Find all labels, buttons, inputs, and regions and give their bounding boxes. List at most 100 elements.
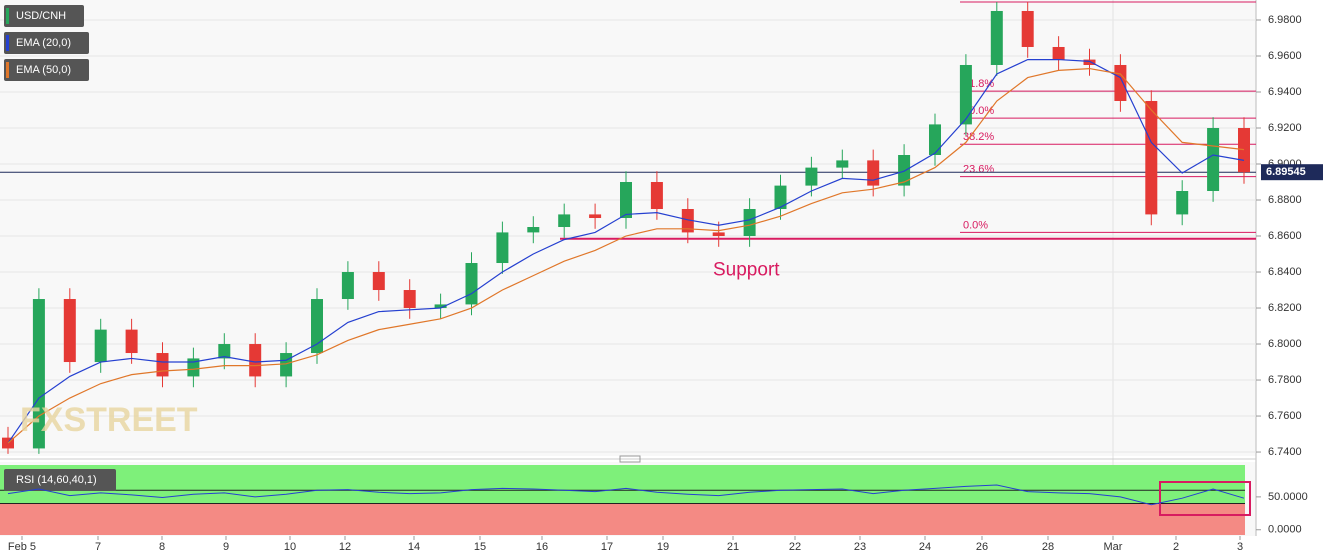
- candle-body: [1083, 59, 1096, 65]
- x-tick-label: 3: [1237, 541, 1243, 553]
- legend-box: [4, 32, 89, 54]
- x-tick-label: 26: [976, 541, 988, 553]
- y-tick-label: 6.8400: [1268, 266, 1302, 278]
- legend-box: [4, 59, 89, 81]
- support-label: Support: [713, 260, 780, 281]
- candle-body: [496, 232, 509, 264]
- candle-body: [280, 353, 293, 377]
- candle-body: [867, 160, 880, 186]
- legend-label: RSI (14,60,40,1): [16, 474, 97, 486]
- candle-body: [63, 299, 76, 363]
- candle-body: [465, 263, 478, 305]
- candle-body: [527, 227, 540, 233]
- candle-body: [712, 232, 725, 237]
- candle-body: [311, 299, 323, 354]
- x-tick-label: 8: [159, 541, 165, 553]
- rsi-lower-zone: [0, 503, 1245, 535]
- y-tick-label: 6.7800: [1268, 374, 1302, 386]
- candle-body: [650, 182, 663, 210]
- resize-handle[interactable]: [619, 455, 641, 463]
- x-tick-label: 22: [789, 541, 801, 553]
- y-tick-label: 6.9400: [1268, 86, 1302, 98]
- y-tick-label: 6.9200: [1268, 122, 1302, 134]
- x-tick-label: 23: [854, 541, 866, 553]
- legend-label: EMA (50,0): [16, 64, 71, 76]
- legend-swatch: [6, 8, 9, 24]
- candle-body: [125, 329, 138, 354]
- y-tick-label: 6.7400: [1268, 446, 1302, 458]
- candle-body: [898, 155, 911, 186]
- legend-box: [4, 469, 116, 491]
- candle-body: [558, 214, 571, 228]
- x-tick-label: 2: [1173, 541, 1179, 553]
- candle-body: [1207, 127, 1220, 192]
- fib-label: 23.6%: [963, 164, 994, 176]
- legend-swatch: [6, 62, 9, 78]
- y-tick-label: 6.8000: [1268, 338, 1302, 350]
- last-price-box: [1261, 164, 1323, 181]
- candle-body: [836, 160, 849, 168]
- x-tick-label: 16: [536, 541, 548, 553]
- rsi-line: [7, 484, 1245, 506]
- candle-body: [1238, 127, 1250, 173]
- x-tick-label: 10: [284, 541, 296, 553]
- x-tick-label: 24: [919, 541, 931, 553]
- legend-swatch: [6, 35, 9, 51]
- candle-body: [156, 353, 169, 377]
- ema-line: [7, 67, 1245, 444]
- main-panel: [0, 0, 1256, 456]
- candle-body: [743, 209, 756, 237]
- ema-line: [7, 58, 1245, 444]
- candle-body: [249, 344, 262, 377]
- candle-body: [774, 185, 787, 210]
- candle-body: [403, 290, 416, 309]
- candle-body: [681, 209, 694, 233]
- fib-label: 0.0%: [963, 219, 988, 231]
- candle-body: [620, 182, 632, 219]
- y-tick-label: 6.7600: [1268, 410, 1302, 422]
- candle-body: [929, 124, 941, 156]
- candle-body: [589, 214, 602, 219]
- x-tick-label: 17: [601, 541, 613, 553]
- highlight-box: [1159, 481, 1251, 516]
- x-tick-label: 7: [95, 541, 101, 553]
- candle-body: [341, 272, 354, 300]
- candle-body: [1176, 191, 1189, 215]
- y-tick-label: 6.8600: [1268, 230, 1302, 242]
- candle-body: [1021, 10, 1034, 47]
- candle-body: [187, 358, 200, 377]
- candle-body: [372, 272, 385, 291]
- x-tick-label: 28: [1042, 541, 1054, 553]
- x-tick-label: 21: [727, 541, 739, 553]
- candle-body: [94, 329, 107, 363]
- x-tick-label: 9: [223, 541, 229, 553]
- candle-body: [1052, 46, 1065, 60]
- candle-body: [218, 344, 231, 359]
- x-tick-label: 15: [474, 541, 486, 553]
- fib-label: 100.0%: [963, 0, 1001, 1]
- x-tick-label: 12: [339, 541, 351, 553]
- y-tick-label: 6.9800: [1268, 14, 1302, 26]
- y-tick-label: 6.9600: [1268, 50, 1302, 62]
- rsi-tick-label: 0.0000: [1268, 524, 1302, 536]
- last-price-label: 6.89545: [1266, 166, 1306, 178]
- x-tick-label: 19: [657, 541, 669, 553]
- legend: USD/CNH EMA (20,0) EMA (50,0) RSI (14,60…: [4, 5, 116, 491]
- candle-body: [990, 10, 1003, 65]
- fib-label: 38.2%: [963, 131, 994, 143]
- watermark: FXSTREET: [20, 401, 198, 439]
- candle-body: [32, 299, 45, 449]
- candle-body: [959, 64, 972, 125]
- x-tick-label: 14: [408, 541, 420, 553]
- y-tick-label: 6.8800: [1268, 194, 1302, 206]
- candle-body: [805, 167, 818, 186]
- candle-body: [1145, 100, 1158, 215]
- x-tick-label: Feb 5: [8, 541, 36, 553]
- legend-box: [4, 5, 84, 27]
- candle-body: [1114, 64, 1127, 101]
- rsi-upper-zone: [0, 465, 1245, 504]
- x-tick-label: Mar: [1104, 541, 1123, 553]
- candle-body: [434, 304, 447, 309]
